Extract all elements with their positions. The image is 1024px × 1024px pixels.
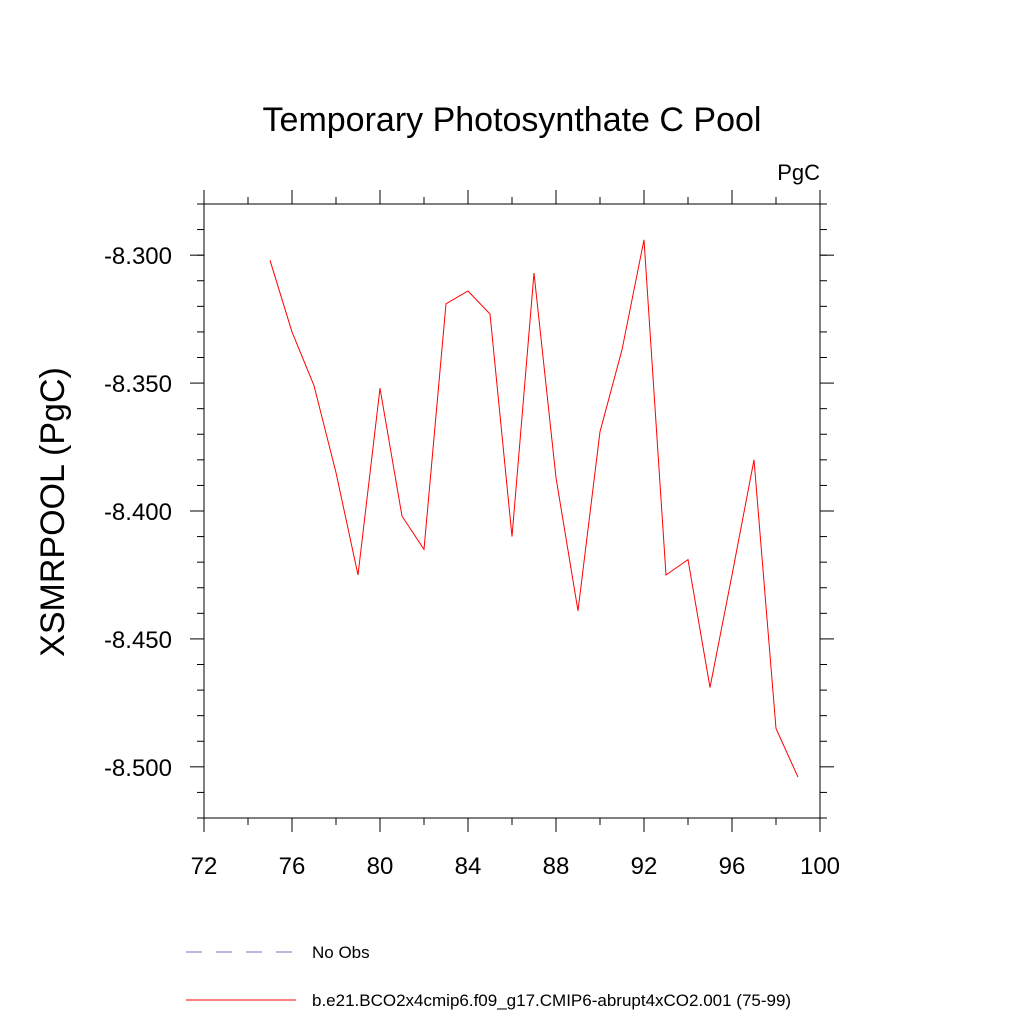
plot-frame — [203, 203, 821, 819]
y-axis-label: XSMRPOOL (PgC) — [34, 367, 72, 657]
chart-title: Temporary Photosynthate C Pool — [263, 101, 762, 139]
series-group — [269, 239, 799, 778]
x-tick-label: 84 — [455, 853, 482, 880]
x-tick-label: 76 — [279, 853, 306, 880]
legend-label-0: No Obs — [312, 943, 370, 962]
y-tick-label: -8.350 — [104, 371, 172, 398]
x-tick-label: 72 — [191, 853, 218, 880]
legend-label-1: b.e21.BCO2x4cmip6.f09_g17.CMIP6-abrupt4x… — [312, 991, 791, 1010]
series-line-0 — [269, 239, 799, 778]
legend: No Obs b.e21.BCO2x4cmip6.f09_g17.CMIP6-ab… — [186, 943, 791, 1010]
x-tick-label: 96 — [719, 853, 746, 880]
y-tick-label: -8.400 — [104, 499, 172, 526]
tick-labels: 72 76 80 84 88 92 96 100 -8.300 -8.350 -8.400 -8.45… — [104, 243, 840, 880]
x-tick-label: 100 — [800, 853, 840, 880]
y-tick-label: -8.450 — [104, 627, 172, 654]
axis-ticks — [190, 190, 834, 832]
x-tick-label: 92 — [631, 853, 658, 880]
y-tick-label: -8.500 — [104, 755, 172, 782]
x-tick-label: 80 — [367, 853, 394, 880]
y-tick-label: -8.300 — [104, 243, 172, 270]
x-tick-label: 88 — [543, 853, 570, 880]
units-label: PgC — [777, 160, 820, 185]
